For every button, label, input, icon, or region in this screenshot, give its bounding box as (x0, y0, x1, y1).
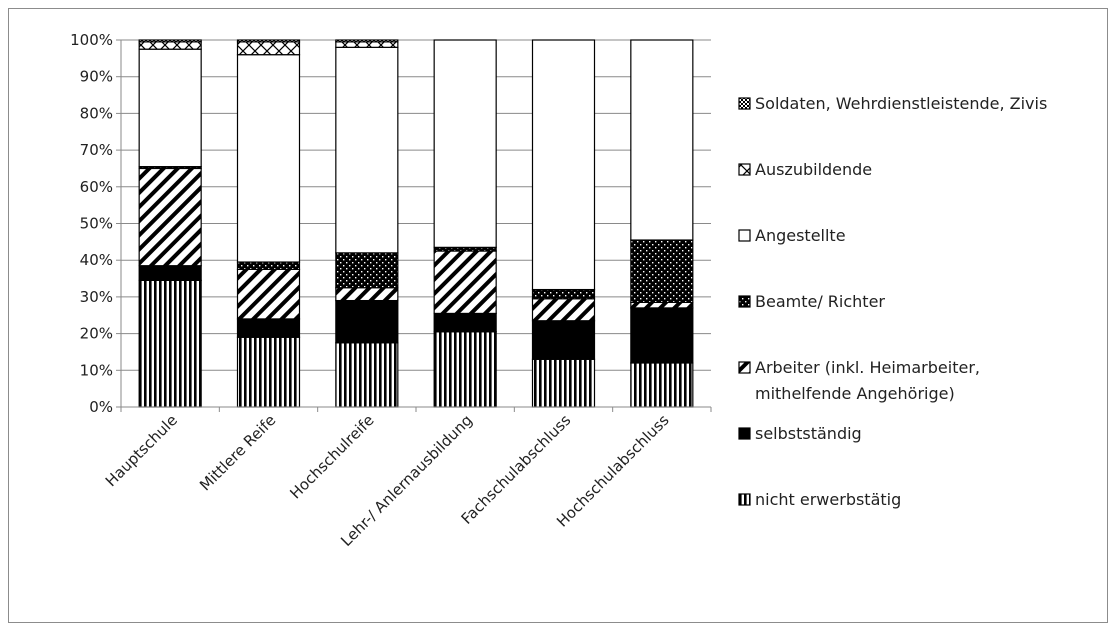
y-tick-label: 40% (80, 251, 113, 269)
bar-segment (531, 39, 596, 291)
legend: Soldaten, Wehrdienstleistende, Zivis Ausz… (738, 94, 1047, 509)
bar-segment (335, 46, 399, 254)
bars (138, 39, 694, 408)
bar-segment (236, 318, 301, 338)
legend-label: Soldaten, Wehrdienstleistende, Zivis (755, 94, 1047, 113)
legend-label: Auszubildende (755, 160, 872, 179)
y-tick-label: 30% (80, 288, 113, 306)
bar-segment (335, 41, 399, 48)
bar-segment (236, 268, 301, 320)
y-tick-label: 20% (80, 325, 113, 343)
y-tick-label: 100% (70, 31, 113, 49)
bar-segment (236, 336, 301, 408)
bar-segment (138, 279, 202, 408)
bar-segment (630, 239, 694, 304)
legend-label: selbstständig (755, 424, 862, 443)
bar-segment (335, 299, 399, 344)
bar-segment (630, 362, 694, 408)
bar-segment (236, 41, 301, 56)
y-tick-label: 80% (80, 104, 113, 122)
bar-segment (531, 358, 596, 408)
x-category-label: Fachschulabschluss (458, 411, 575, 528)
bar-segment (433, 312, 497, 333)
bar-segment (630, 39, 694, 241)
y-tick-label: 60% (80, 178, 113, 196)
bar-segment (335, 252, 399, 289)
chart-frame: 0% 10% 20% 30% 40% 50% 60% 70% 80% 90% 100% Hauptsc… (8, 8, 1108, 623)
bar-segment (236, 39, 301, 43)
bar-segment (138, 265, 202, 281)
bar-segment (138, 167, 202, 267)
legend-swatch (738, 163, 751, 176)
legend-label: Angestellte (755, 226, 846, 245)
x-category-label: Hochschulreife (286, 411, 377, 502)
bar-segment (335, 39, 399, 43)
bar-segment (433, 331, 497, 408)
legend-swatch (738, 295, 751, 308)
bar-segment (531, 320, 596, 360)
legend-label: mithelfende Angehörige) (755, 384, 955, 403)
y-tick-label: 0% (89, 398, 113, 416)
bar-segment (335, 287, 399, 302)
y-tick-label: 50% (80, 215, 113, 233)
bar-segment (531, 288, 596, 300)
bar-segment (138, 41, 202, 50)
bar-segment (335, 342, 399, 408)
bar-segment (138, 48, 202, 168)
legend-label: Beamte/ Richter (755, 292, 885, 311)
y-tick-label: 70% (80, 141, 113, 159)
x-category-label: Mittlere Reife (196, 411, 279, 494)
y-tick-label: 90% (80, 68, 113, 86)
bar-segment (531, 298, 596, 322)
legend-label: Arbeiter (inkl. Heimarbeiter, (755, 358, 980, 377)
gridlines (116, 39, 711, 408)
x-category-label: Hauptschule (102, 411, 181, 490)
bar-segment (630, 307, 694, 364)
y-tick-label: 10% (80, 361, 113, 379)
legend-swatch (738, 361, 751, 374)
x-category-label: Hochschulabschluss (553, 411, 673, 531)
bar-segment (138, 39, 202, 43)
legend-label: nicht erwerbstätig (755, 490, 901, 509)
bar-segment (236, 261, 301, 270)
legend-swatch (738, 427, 751, 440)
stacked-bar-chart: 0% 10% 20% 30% 40% 50% 60% 70% 80% 90% 100% Hauptsc… (70, 31, 1047, 550)
bar-segment (433, 39, 497, 248)
legend-swatch (738, 229, 751, 242)
bar-segment (236, 54, 301, 263)
legend-swatch (738, 97, 751, 110)
bar-segment (433, 250, 497, 315)
bar-segment (630, 301, 694, 309)
legend-swatch (738, 493, 751, 506)
